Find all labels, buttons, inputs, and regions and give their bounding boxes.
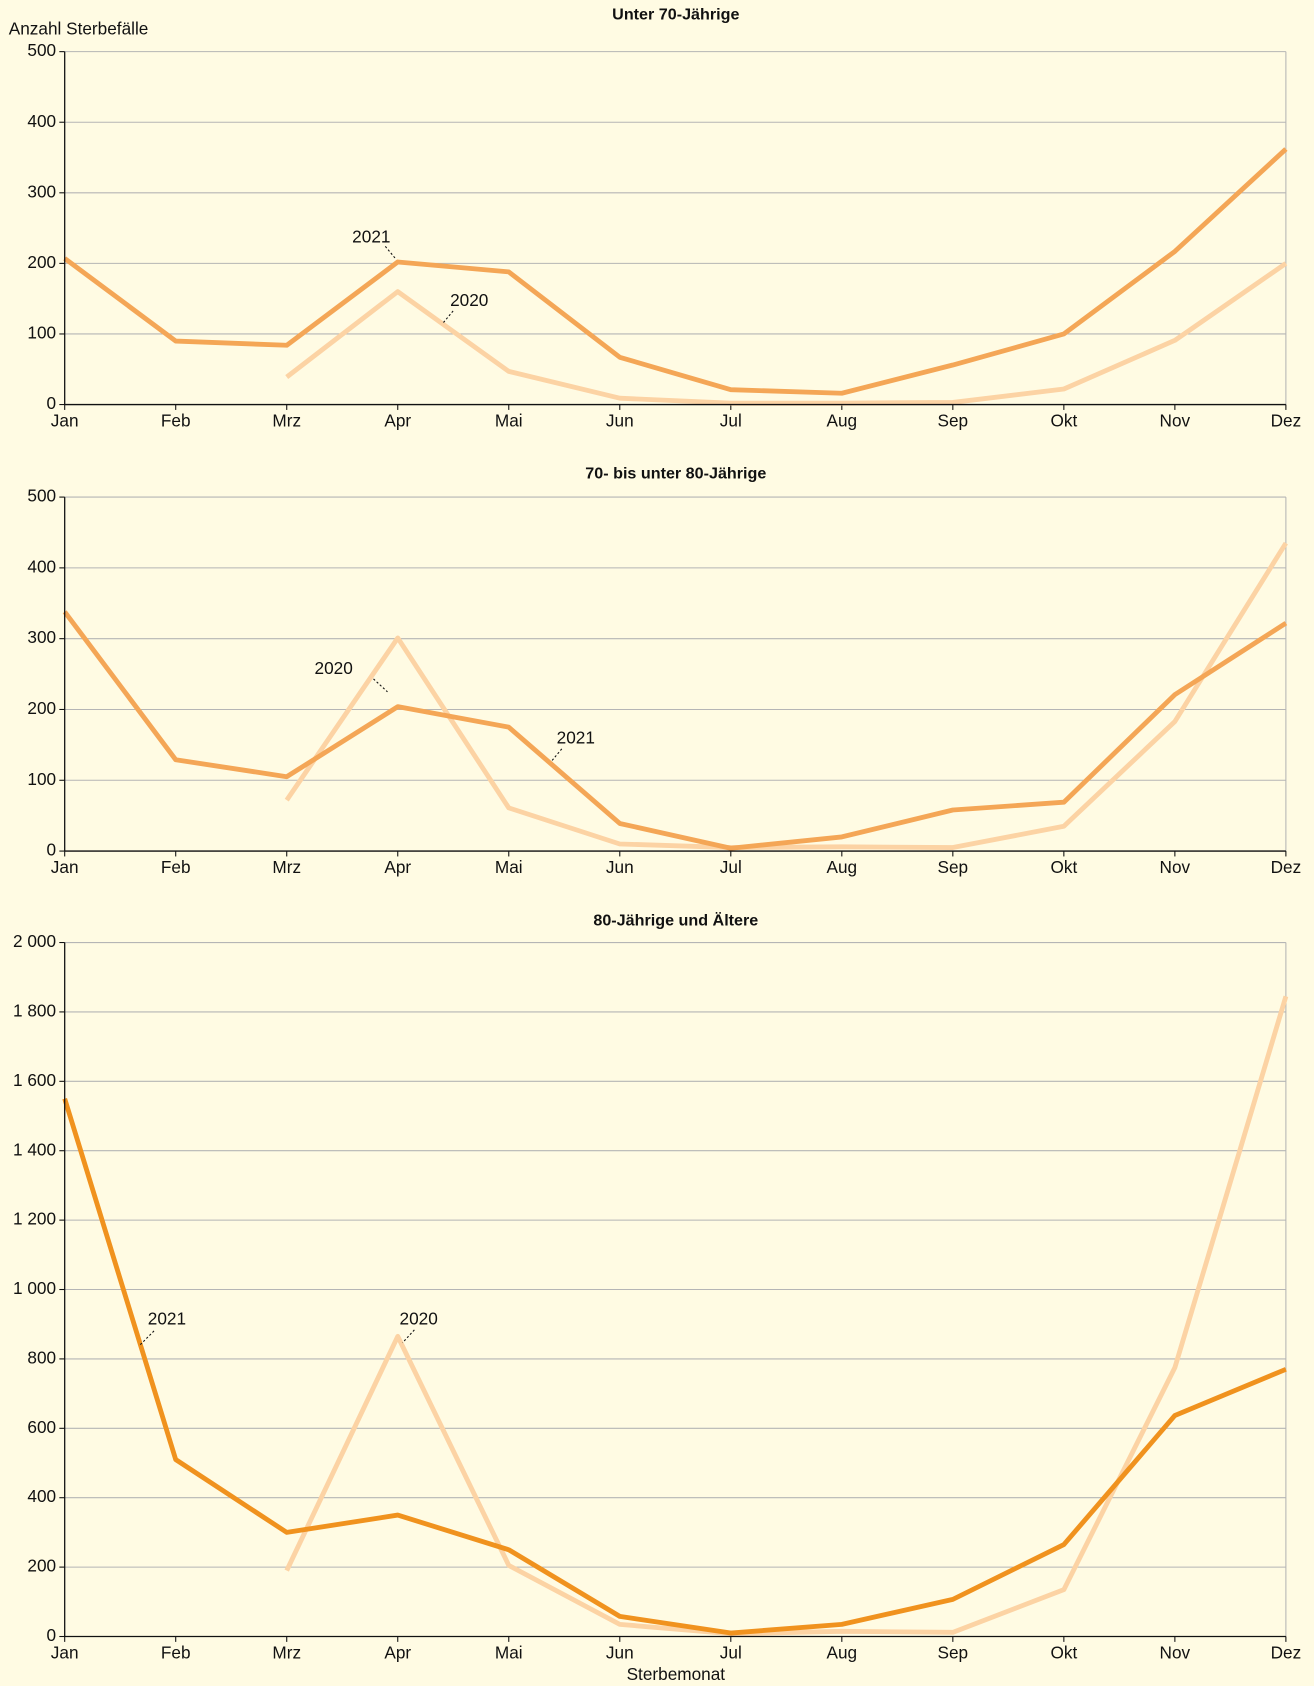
y-tick-label: 100 — [27, 769, 56, 789]
y-tick-label: 500 — [27, 40, 56, 60]
x-tick-label: Jan — [51, 857, 79, 877]
series-line — [284, 541, 1288, 850]
x-tick-label: Aug — [827, 1642, 858, 1662]
series-line — [62, 610, 1288, 851]
x-tick-label: Jul — [720, 410, 742, 430]
y-tick-label: 1 200 — [13, 1209, 56, 1229]
x-tick-label: Mrz — [272, 857, 301, 877]
y-tick-label: 300 — [27, 181, 56, 201]
y-tick-label: 600 — [27, 1417, 56, 1437]
panel-title: 80-Jährige und Ältere — [593, 911, 758, 929]
x-tick-label: Jan — [51, 410, 79, 430]
x-tick-label: Okt — [1050, 1642, 1077, 1662]
y-tick-label: 2 000 — [13, 931, 56, 951]
y-tick-label: 1 600 — [13, 1070, 56, 1090]
y-tick-label: 100 — [27, 323, 56, 343]
x-tick-label: Apr — [384, 857, 411, 877]
series-line — [285, 261, 1288, 406]
x-tick-label: Aug — [827, 857, 858, 877]
x-tick-label: Nov — [1160, 857, 1191, 877]
x-tick-label: Jun — [606, 857, 634, 877]
x-tick-label: Dez — [1271, 410, 1302, 430]
panel-title: Unter 70-Jährige — [612, 5, 739, 23]
x-tick-label: Aug — [827, 410, 858, 430]
x-tick-label: Feb — [161, 410, 191, 430]
x-tick-label: Nov — [1160, 410, 1191, 430]
x-tick-label: Sep — [938, 1642, 969, 1662]
label-leader — [402, 1329, 415, 1344]
y-tick-label: 200 — [27, 1556, 56, 1576]
x-axis-label: Sterbemonat — [627, 1664, 726, 1684]
x-tick-label: Jul — [720, 857, 742, 877]
y-tick-label: 400 — [27, 1486, 56, 1506]
panel-title: 70- bis unter 80-Jährige — [585, 465, 766, 483]
y-tick-label: 500 — [27, 486, 56, 506]
x-tick-label: Nov — [1160, 1642, 1191, 1662]
label-leader — [550, 748, 563, 763]
x-tick-label: Feb — [161, 857, 191, 877]
y-tick-label: 1 400 — [13, 1139, 56, 1159]
x-tick-label: Mai — [495, 857, 523, 877]
x-tick-label: Okt — [1050, 410, 1077, 430]
y-tick-label: 1 800 — [13, 1000, 56, 1020]
y-tick-label: 0 — [47, 840, 57, 860]
x-tick-label: Mrz — [272, 1642, 301, 1662]
series-label: 2021 — [352, 226, 390, 246]
series-label: 2021 — [557, 728, 595, 748]
x-tick-label: Mrz — [272, 410, 301, 430]
y-tick-label: 200 — [27, 698, 56, 718]
label-leader — [384, 246, 397, 260]
x-tick-label: Sep — [938, 410, 969, 430]
x-tick-label: Mai — [495, 1642, 523, 1662]
x-tick-label: Jan — [51, 1642, 79, 1662]
y-tick-label: 800 — [27, 1347, 56, 1367]
series-label: 2020 — [400, 1309, 438, 1329]
x-tick-label: Jun — [606, 410, 634, 430]
x-tick-label: Apr — [384, 1642, 411, 1662]
x-tick-label: Dez — [1271, 857, 1302, 877]
x-tick-label: Okt — [1050, 857, 1077, 877]
label-leader — [441, 310, 454, 325]
label-leader — [373, 678, 388, 693]
x-tick-label: Jul — [720, 1642, 742, 1662]
x-tick-label: Apr — [384, 410, 411, 430]
x-tick-label: Jun — [606, 1642, 634, 1662]
y-tick-label: 0 — [47, 393, 57, 413]
y-tick-label: 200 — [27, 252, 56, 272]
x-tick-label: Feb — [161, 1642, 191, 1662]
y-tick-label: 400 — [27, 556, 56, 576]
y-tick-label: 300 — [27, 627, 56, 647]
series-label: 2020 — [450, 290, 488, 310]
series-label: 2020 — [315, 658, 353, 678]
y-tick-label: 400 — [27, 111, 56, 131]
label-leader — [139, 1330, 155, 1346]
x-tick-label: Sep — [938, 857, 969, 877]
series-line — [63, 147, 1288, 396]
series-label: 2021 — [148, 1309, 186, 1329]
y-tick-label: 0 — [47, 1625, 57, 1645]
y-axis-label: Anzahl Sterbefälle — [9, 19, 149, 39]
y-tick-label: 1 000 — [13, 1278, 56, 1298]
x-tick-label: Dez — [1271, 1642, 1302, 1662]
x-tick-label: Mai — [495, 410, 523, 430]
series-line — [62, 1097, 1287, 1636]
